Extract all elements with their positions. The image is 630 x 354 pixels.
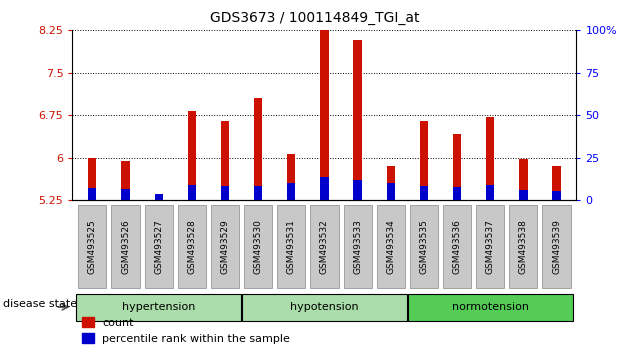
- Bar: [254, 185, 262, 200]
- FancyBboxPatch shape: [242, 294, 407, 321]
- Legend: count, percentile rank within the sample: count, percentile rank within the sample: [78, 313, 295, 348]
- FancyBboxPatch shape: [542, 205, 571, 289]
- Text: GSM493529: GSM493529: [220, 219, 229, 274]
- Text: GSM493537: GSM493537: [486, 219, 495, 274]
- Text: GDS3673 / 100114849_TGI_at: GDS3673 / 100114849_TGI_at: [210, 11, 420, 25]
- Text: GSM493539: GSM493539: [552, 219, 561, 274]
- FancyBboxPatch shape: [211, 205, 239, 289]
- Bar: [122, 189, 130, 200]
- Bar: [287, 154, 295, 200]
- Bar: [287, 183, 295, 200]
- Bar: [88, 188, 96, 200]
- Bar: [320, 7, 329, 200]
- Text: GSM493531: GSM493531: [287, 219, 296, 274]
- FancyBboxPatch shape: [377, 205, 405, 289]
- Bar: [387, 166, 395, 200]
- Bar: [154, 194, 163, 200]
- Text: disease state: disease state: [3, 298, 77, 309]
- Bar: [88, 158, 96, 200]
- FancyBboxPatch shape: [178, 205, 206, 289]
- Bar: [519, 159, 527, 200]
- Text: hypertension: hypertension: [122, 302, 195, 312]
- Text: GSM493536: GSM493536: [452, 219, 462, 274]
- Text: GSM493525: GSM493525: [88, 219, 97, 274]
- FancyBboxPatch shape: [277, 205, 306, 289]
- Bar: [122, 161, 130, 200]
- Bar: [453, 134, 461, 200]
- Bar: [553, 191, 561, 200]
- FancyBboxPatch shape: [112, 205, 140, 289]
- Text: GSM493534: GSM493534: [386, 219, 395, 274]
- FancyBboxPatch shape: [408, 294, 573, 321]
- Bar: [420, 187, 428, 200]
- Bar: [420, 121, 428, 200]
- Text: normotension: normotension: [452, 302, 529, 312]
- Bar: [254, 98, 262, 200]
- FancyBboxPatch shape: [144, 205, 173, 289]
- Text: GSM493526: GSM493526: [121, 219, 130, 274]
- FancyBboxPatch shape: [476, 205, 505, 289]
- Text: hypotension: hypotension: [290, 302, 358, 312]
- Text: GSM493527: GSM493527: [154, 219, 163, 274]
- Text: GSM493538: GSM493538: [519, 219, 528, 274]
- FancyBboxPatch shape: [343, 205, 372, 289]
- Bar: [221, 121, 229, 200]
- Bar: [154, 199, 163, 200]
- Bar: [486, 185, 495, 200]
- Text: GSM493530: GSM493530: [254, 219, 263, 274]
- Bar: [353, 180, 362, 200]
- Bar: [519, 190, 527, 200]
- Bar: [453, 187, 461, 200]
- FancyBboxPatch shape: [410, 205, 438, 289]
- Text: GSM493532: GSM493532: [320, 219, 329, 274]
- Bar: [188, 111, 196, 200]
- Bar: [353, 40, 362, 200]
- FancyBboxPatch shape: [244, 205, 272, 289]
- Bar: [188, 185, 196, 200]
- Bar: [553, 166, 561, 200]
- Bar: [387, 183, 395, 200]
- Bar: [221, 185, 229, 200]
- Bar: [320, 177, 329, 200]
- FancyBboxPatch shape: [509, 205, 537, 289]
- Text: GSM493533: GSM493533: [353, 219, 362, 274]
- Bar: [486, 117, 495, 200]
- FancyBboxPatch shape: [76, 294, 241, 321]
- Text: GSM493528: GSM493528: [187, 219, 197, 274]
- FancyBboxPatch shape: [78, 205, 106, 289]
- Text: GSM493535: GSM493535: [420, 219, 428, 274]
- FancyBboxPatch shape: [443, 205, 471, 289]
- FancyBboxPatch shape: [311, 205, 338, 289]
